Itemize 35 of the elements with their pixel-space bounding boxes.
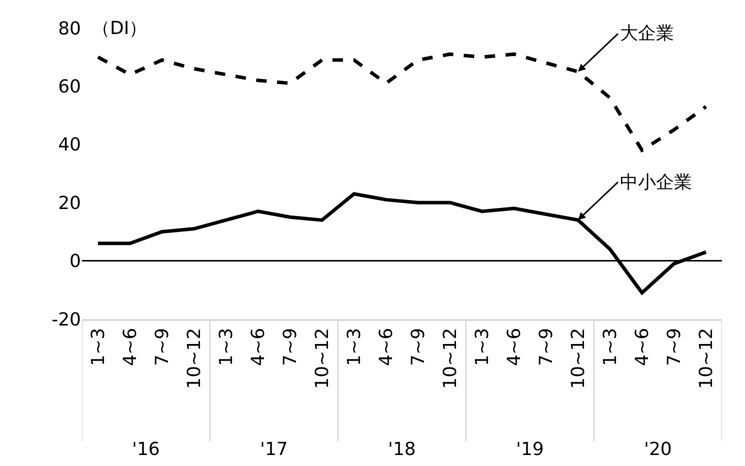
line-series bbox=[96, 52, 708, 152]
x-tick-label: 4~6 bbox=[632, 328, 653, 366]
text: 中小企業 bbox=[620, 172, 692, 193]
y-tick-label: 40 bbox=[58, 134, 81, 156]
text: '18 bbox=[388, 439, 416, 460]
text: '20 bbox=[644, 439, 672, 460]
x-tick-label: 4~6 bbox=[376, 328, 397, 366]
text: 大企業 bbox=[620, 23, 674, 44]
x-tick-label: 7~9 bbox=[664, 328, 685, 366]
y-tick-label: -20 bbox=[52, 309, 81, 330]
x-tick-label: 10~12 bbox=[568, 328, 589, 389]
x-tick-label: 10~12 bbox=[440, 328, 461, 389]
x-tick-label: 1~3 bbox=[88, 328, 109, 366]
x-tick-label: 4~6 bbox=[504, 328, 525, 366]
x-tick-label: 1~3 bbox=[216, 328, 237, 366]
x-tick-label: 1~3 bbox=[472, 328, 493, 366]
x-tick-label: 1~3 bbox=[600, 328, 621, 366]
y-tick-label: 80 bbox=[58, 18, 81, 40]
x-tick-label: 10~12 bbox=[184, 328, 205, 389]
y-tick-label: 60 bbox=[58, 76, 81, 98]
text: '19 bbox=[516, 439, 544, 460]
x-tick-label: 7~9 bbox=[408, 328, 429, 366]
x-tick-label: 1~3 bbox=[344, 328, 365, 366]
x-tick-label: 7~9 bbox=[280, 328, 301, 366]
x-tick-label: 4~6 bbox=[248, 328, 269, 366]
x-tick-label: 7~9 bbox=[152, 328, 173, 366]
y-tick-label: 0 bbox=[70, 251, 81, 272]
y-tick-label: 20 bbox=[58, 192, 81, 214]
x-tick-label: 10~12 bbox=[696, 328, 717, 389]
y-axis-title: （DI） bbox=[92, 18, 148, 39]
x-tick-label: 4~6 bbox=[120, 328, 141, 366]
text: '17 bbox=[260, 439, 288, 460]
x-tick-label: 10~12 bbox=[312, 328, 333, 389]
x-tick-label: 7~9 bbox=[536, 328, 557, 366]
text: '16 bbox=[132, 439, 160, 460]
